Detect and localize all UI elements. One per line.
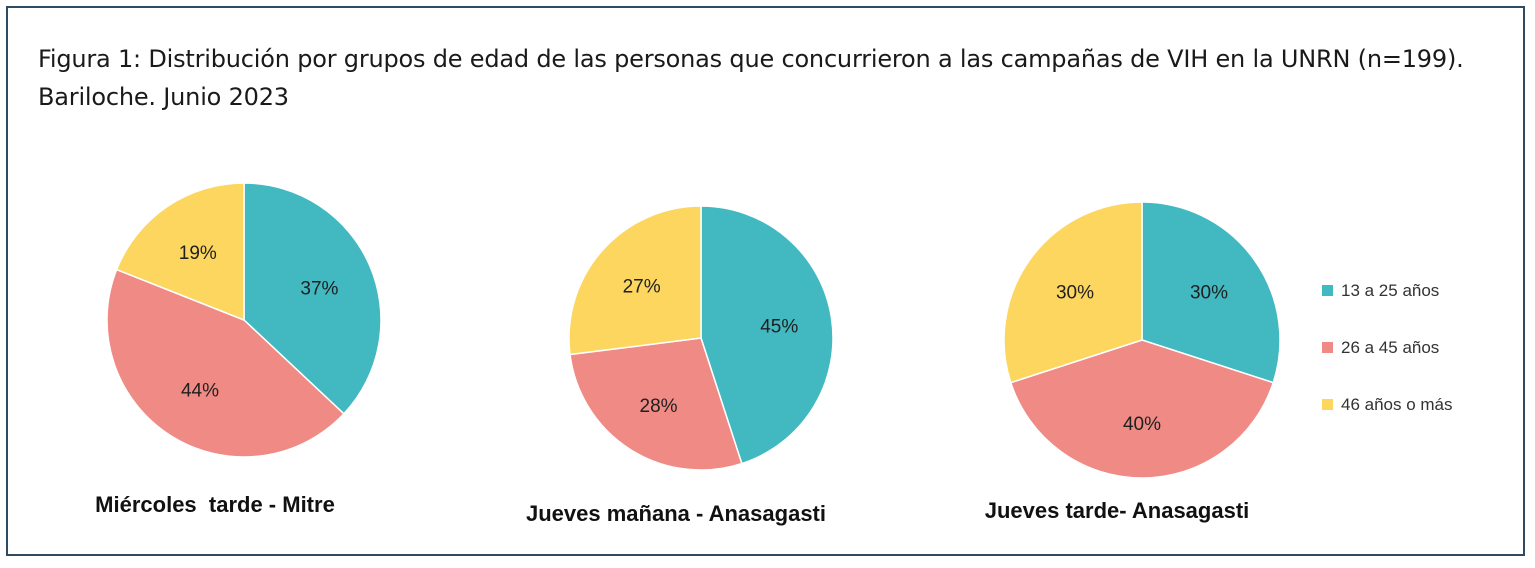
legend-item-13-a-25-anos: 13 a 25 años xyxy=(1322,262,1453,319)
legend-label: 46 años o más xyxy=(1341,394,1453,414)
pie-2-label-26-a-45-anos: 28% xyxy=(640,396,678,417)
legend-swatch xyxy=(1322,399,1333,410)
legend-swatch xyxy=(1322,285,1333,296)
pie-1-caption: Miércoles tarde - Mitre xyxy=(95,492,335,517)
pie-2-slice-46-anos-o-mas xyxy=(568,205,702,356)
pie-2-slice-13-a-25-anos xyxy=(700,205,834,465)
pie-1-slice-46-anos-o-mas xyxy=(115,182,245,322)
legend-swatch xyxy=(1322,342,1333,353)
pie-chart-3: 30% 40% 30% Jueves tarde- Anasagasti xyxy=(985,201,1281,523)
pie-chart-2: 45% 28% 27% Jueves mañana - Anasagasti xyxy=(526,205,834,526)
legend-label: 26 a 45 años xyxy=(1341,337,1440,357)
pie-2-caption: Jueves mañana - Anasagasti xyxy=(526,501,826,526)
pie-chart-1: 37% 44% 19% Miércoles tarde - Mitre xyxy=(95,182,382,517)
pie-3-label-26-a-45-anos: 40% xyxy=(1123,414,1161,435)
pie-3-label-46-anos-o-mas: 30% xyxy=(1056,282,1094,303)
legend-item-26-a-45-anos: 26 a 45 años xyxy=(1322,319,1453,376)
pie-3-slice-13-a-25-anos xyxy=(1141,201,1281,384)
legend-label: 13 a 25 años xyxy=(1341,280,1440,300)
pie-2-label-46-anos-o-mas: 27% xyxy=(623,277,661,298)
pie-1-label-13-a-25-anos: 37% xyxy=(300,278,338,299)
pie-3-slice-46-anos-o-mas xyxy=(1003,201,1143,384)
pie-3-label-13-a-25-anos: 30% xyxy=(1190,282,1228,303)
pie-3-slice-26-a-45-anos xyxy=(1009,339,1275,479)
pie-2-slice-26-a-45-anos xyxy=(569,337,743,471)
legend: 13 a 25 años 26 a 45 años 46 años o más xyxy=(1322,262,1453,433)
pie-1-slice-13-a-25-anos xyxy=(243,182,382,415)
pie-1-label-46-anos-o-mas: 19% xyxy=(179,243,217,264)
pie-3-caption: Jueves tarde- Anasagasti xyxy=(985,498,1250,523)
pie-1-label-26-a-45-anos: 44% xyxy=(181,380,219,401)
pie-1-slice-26-a-45-anos xyxy=(106,268,345,458)
figure-title: Figura 1: Distribución por grupos de eda… xyxy=(38,45,1464,111)
legend-item-46-anos-o-mas: 46 años o más xyxy=(1322,376,1453,433)
pie-2-label-13-a-25-anos: 45% xyxy=(760,317,798,338)
